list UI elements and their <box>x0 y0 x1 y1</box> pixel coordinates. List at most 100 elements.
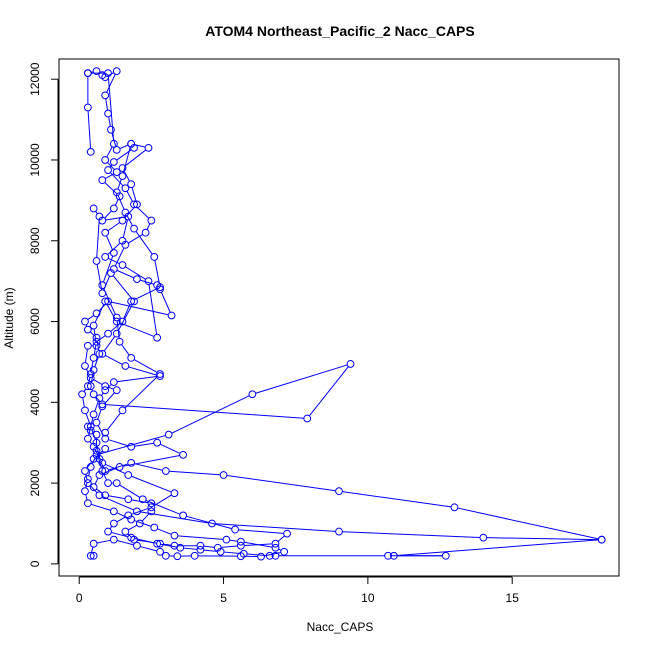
series-segment <box>134 144 146 148</box>
data-point <box>236 537 245 546</box>
series-segment <box>247 553 267 557</box>
data-point <box>101 91 110 100</box>
series-segment <box>114 247 125 267</box>
data-point <box>89 204 98 213</box>
data-point <box>597 535 606 544</box>
series-segment <box>117 540 134 546</box>
data-point <box>257 552 265 561</box>
data-point <box>112 386 121 395</box>
data-point <box>112 329 121 338</box>
series-segment <box>135 231 153 255</box>
data-point <box>112 145 121 154</box>
series-segment <box>103 288 116 315</box>
data-point <box>86 374 95 382</box>
data-point <box>170 531 179 540</box>
data-point <box>196 545 205 554</box>
series-segment <box>85 474 88 480</box>
series-segment <box>106 73 116 93</box>
data-point <box>109 248 118 257</box>
data-point <box>95 212 104 221</box>
series-segment <box>116 269 135 279</box>
series-segment <box>123 170 130 182</box>
series-segment <box>117 304 133 331</box>
series-segment <box>106 412 121 431</box>
data-point <box>156 547 164 556</box>
data-point <box>81 362 89 370</box>
series-segment <box>124 376 158 409</box>
y-tick-label: 8000 <box>28 227 42 254</box>
series-segment <box>91 457 96 465</box>
series-segment <box>171 395 250 434</box>
data-point <box>98 402 107 411</box>
data-point <box>389 551 398 560</box>
data-point <box>118 261 127 269</box>
series-segment <box>94 401 99 412</box>
data-point <box>479 533 488 542</box>
data-point <box>95 454 104 463</box>
series-segment <box>229 539 238 542</box>
data-point <box>335 487 343 496</box>
data-point <box>248 390 257 399</box>
data-point <box>81 467 89 475</box>
series-segment <box>95 396 101 403</box>
data-point <box>89 454 98 463</box>
series-segment <box>119 144 129 150</box>
x-tick-label: 10 <box>361 591 375 605</box>
series-segment <box>123 304 131 319</box>
series-segment <box>105 354 123 365</box>
data-point <box>147 216 156 225</box>
series-segment <box>114 199 119 206</box>
series-segment <box>111 301 169 316</box>
series-segment <box>96 219 100 258</box>
data-point <box>133 275 141 284</box>
data-point <box>271 543 280 552</box>
data-point <box>115 337 124 346</box>
data-point <box>161 467 170 475</box>
data-point <box>118 172 127 181</box>
series-segment <box>94 477 99 485</box>
series-segment <box>91 429 96 440</box>
data-point <box>101 467 110 475</box>
series-segment <box>94 356 99 367</box>
y-tick-label: 4000 <box>28 389 42 416</box>
data-point <box>179 511 188 520</box>
data-point <box>83 499 92 508</box>
data-point <box>335 527 343 536</box>
data-point <box>156 539 164 548</box>
data-point <box>127 442 136 451</box>
data-point <box>101 428 110 437</box>
data-point <box>118 236 127 245</box>
series-segment <box>134 442 154 447</box>
data-point <box>176 543 185 552</box>
data-point <box>153 333 162 342</box>
data-point <box>92 337 101 346</box>
series-segment <box>215 523 336 532</box>
series-segment <box>122 454 180 467</box>
series-segment <box>226 474 336 492</box>
series-segment <box>88 470 91 476</box>
series-segment <box>117 376 157 383</box>
data-point <box>83 341 92 350</box>
series-segment <box>106 235 113 250</box>
series-segment <box>117 179 122 190</box>
data-point <box>92 257 101 265</box>
data-point <box>86 382 95 391</box>
series-segment <box>106 146 113 158</box>
series-segment <box>140 279 155 285</box>
series-segment <box>457 507 599 540</box>
data-point <box>112 168 121 176</box>
data-point <box>104 109 112 118</box>
data-point <box>135 519 144 528</box>
data-point <box>115 463 124 471</box>
data-point <box>92 341 101 350</box>
series-segment <box>88 377 91 383</box>
data-point <box>89 410 98 419</box>
data-point <box>98 400 107 409</box>
series-segment <box>117 195 125 210</box>
series-segment <box>119 484 141 498</box>
data-point <box>147 503 156 512</box>
series-segment <box>108 495 126 500</box>
data-point <box>127 297 136 306</box>
data-point <box>127 139 136 148</box>
